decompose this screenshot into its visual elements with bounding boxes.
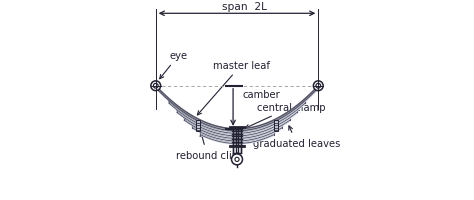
Text: master leaf: master leaf (197, 61, 270, 115)
Text: eye: eye (160, 51, 188, 79)
Circle shape (313, 81, 323, 91)
Circle shape (231, 154, 243, 165)
Text: central clamp: central clamp (246, 103, 325, 129)
Text: graduated leaves: graduated leaves (253, 126, 340, 148)
Text: rebound clip: rebound clip (176, 133, 238, 160)
Text: camber: camber (243, 89, 281, 99)
Bar (196, 120, 200, 131)
Bar (274, 120, 278, 131)
Text: span  2L: span 2L (222, 2, 267, 12)
Circle shape (151, 81, 161, 91)
